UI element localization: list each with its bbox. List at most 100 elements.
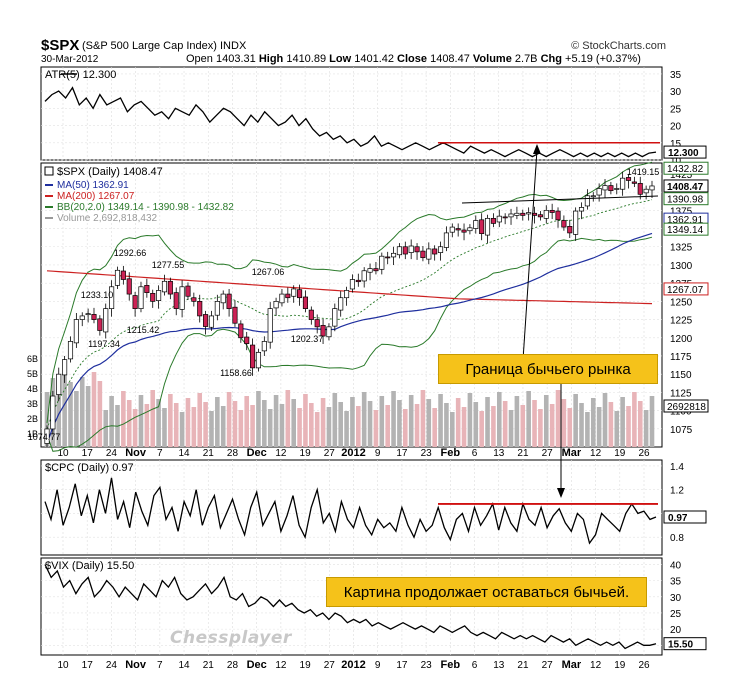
volume-bar [74, 391, 79, 447]
candle-body [567, 226, 573, 234]
volume-bar [590, 398, 596, 447]
last-value-box [663, 145, 707, 159]
price-label: 1158.66 [220, 368, 252, 378]
candle-body [391, 252, 397, 258]
price-label: 1267.06 [252, 267, 285, 277]
y-tick-label: 1250 [670, 297, 693, 308]
volume-tick-label: 2B [27, 414, 38, 424]
x-tick-label-bottom: Mar [562, 659, 582, 671]
x-tick-label-bottom: 2012 [341, 659, 365, 671]
volume-bar [491, 406, 496, 447]
chg-label: Chg [540, 53, 562, 65]
candle-body [191, 297, 197, 302]
candle-body [156, 290, 162, 301]
x-tick-label-bottom: 6 [472, 660, 478, 671]
x-tick-label-top: 7 [157, 448, 163, 459]
volume-bar [426, 399, 432, 447]
volume-bar [397, 400, 402, 447]
candle-body [514, 212, 520, 216]
x-tick-label-top: 26 [638, 448, 650, 459]
candle-body [120, 270, 126, 280]
x-tick-label-bottom: 19 [614, 660, 626, 671]
candle-body [67, 341, 74, 360]
volume-bar [573, 394, 578, 447]
x-tick-label-top: Dec [247, 447, 267, 459]
volume-bar [403, 409, 408, 447]
x-tick-label-bottom: 24 [106, 660, 118, 671]
bollinger-lower-line [46, 236, 653, 452]
ma200-line [46, 270, 653, 305]
x-tick-label-bottom: 27 [324, 660, 336, 671]
right-value-box [663, 161, 709, 175]
brand-label[interactable]: © StockCharts.com [571, 40, 666, 52]
candle-body [208, 315, 215, 328]
candle-body [132, 295, 138, 309]
candle-body [561, 220, 567, 228]
volume-bar [62, 373, 67, 447]
price-title: $SPX (Daily) 1408.47 [57, 166, 163, 178]
candle-body [385, 256, 391, 259]
candle-body [167, 280, 173, 295]
high-value: 1410.89 [286, 53, 327, 65]
x-tick-label-bottom: 28 [227, 660, 239, 671]
candle-body [461, 229, 467, 233]
x-tick-label-top: 17 [82, 448, 94, 459]
legend-entry: Volume 2,692,818,432 [57, 213, 158, 224]
ohlc-readout: Open 1403.31 High 1410.89 Low 1401.42 Cl… [186, 53, 641, 65]
volume-bar [585, 412, 590, 447]
y-tick-label: 35 [670, 577, 682, 588]
volume-bar [356, 406, 361, 447]
candle-body [197, 301, 203, 317]
volume-bar [385, 405, 390, 447]
candle-body [267, 308, 273, 343]
volume-tick-label: 4B [27, 384, 38, 394]
last-value-label: 0.97 [668, 513, 688, 524]
right-value-box [663, 179, 709, 193]
volume-bar [109, 396, 114, 447]
close-value: 1408.47 [430, 53, 470, 65]
price-legend-swatch [44, 166, 54, 176]
volume-bar [350, 397, 355, 447]
low-value: 1401.42 [354, 53, 394, 65]
panel-frame-2 [40, 459, 663, 556]
volume-bar [520, 405, 526, 447]
right-value-label: 1408.47 [667, 182, 704, 193]
volume-bar [479, 411, 484, 447]
chart-date: 30-Mar-2012 [41, 54, 99, 65]
volume-tick-label: 1B [27, 429, 38, 439]
candle-body [97, 318, 103, 331]
y-tick-label: 1225 [670, 316, 693, 327]
x-tick-label-top: Feb [441, 447, 461, 459]
candle-body [479, 219, 485, 234]
arrow-line-up [522, 149, 538, 361]
candle-body [349, 279, 355, 290]
candle-body [596, 188, 602, 196]
y-tick-label: 1300 [670, 261, 693, 272]
x-tick-label-bottom: 13 [493, 660, 505, 671]
candle-body [91, 314, 97, 320]
candle-body [502, 216, 508, 219]
panel-title: ATR(5) 12.300 [45, 69, 116, 81]
candle-body [537, 214, 543, 218]
volume-bar [309, 403, 314, 447]
candle-body [273, 301, 279, 309]
candle-body [238, 323, 244, 339]
legend-entry: MA(200) 1267.07 [57, 191, 135, 202]
x-tick-label-bottom: Feb [441, 659, 461, 671]
candle-body [455, 228, 461, 231]
candle-body [255, 351, 262, 369]
volume-bar [121, 391, 126, 447]
candle-body [85, 313, 91, 316]
candle-body [520, 212, 526, 216]
candle-body [496, 215, 502, 223]
last-value-box [663, 510, 707, 524]
legend-entry: MA(50) 1362.91 [57, 180, 129, 191]
candle-body [490, 217, 496, 224]
watermark-logo: Chessplayer [170, 628, 292, 648]
y-tick-label: 30 [670, 593, 682, 604]
candle-body [361, 270, 367, 282]
volume-bar [637, 401, 643, 447]
candle-body [408, 245, 414, 253]
volume-bar [432, 408, 437, 447]
candle-body [649, 185, 655, 191]
